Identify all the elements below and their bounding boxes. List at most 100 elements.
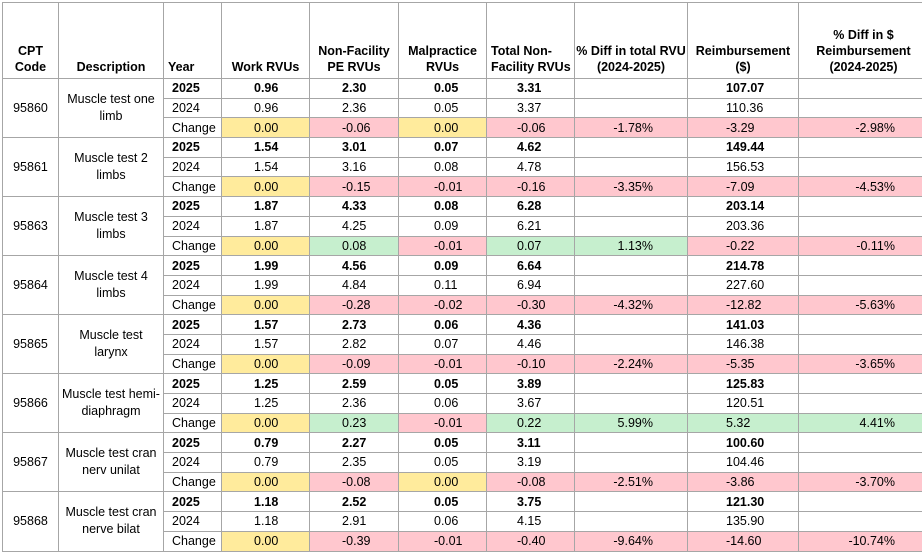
pct-diff-reimbursement-cell: -3.70% bbox=[798, 471, 922, 493]
header-row: CPT Code Description Year Work RVUs Non-… bbox=[2, 2, 922, 79]
pct-diff-reimbursement-cell bbox=[798, 78, 922, 99]
malpractice-rvus-cell: 0.11 bbox=[398, 274, 487, 296]
pct-diff-reimbursement-cell bbox=[798, 137, 922, 158]
reimbursement-cell: 214.78 bbox=[687, 255, 799, 276]
reimbursement-cell: 100.60 bbox=[687, 432, 799, 454]
reimbursement-cell: 104.46 bbox=[687, 452, 799, 473]
malpractice-rvus-cell: 0.09 bbox=[398, 255, 487, 276]
header-year: Year bbox=[163, 2, 222, 79]
year-cell: Change bbox=[163, 530, 222, 552]
malpractice-rvus-cell: 0.00 bbox=[398, 117, 487, 139]
work-rvus-cell: 1.25 bbox=[221, 373, 310, 394]
pe-rvus-cell: 2.73 bbox=[309, 314, 399, 335]
pct-diff-rvu-cell: -2.24% bbox=[574, 353, 688, 375]
malpractice-rvus-cell: 0.05 bbox=[398, 373, 487, 394]
total-rvus-cell: 4.46 bbox=[486, 333, 575, 355]
header-work-rvus: Work RVUs bbox=[221, 2, 310, 79]
table-row: Change 0.00 -0.39 -0.01 -0.40 -9.64% -14.60 -10… bbox=[3, 530, 922, 552]
header-pct-diff-reimbursement: % Diff in $ Reimbursement (2024-2025) bbox=[798, 2, 922, 79]
description-cell: Muscle test 2 limbs bbox=[58, 137, 164, 198]
reimbursement-cell: -0.22 bbox=[687, 235, 799, 257]
malpractice-rvus-cell: 0.06 bbox=[398, 314, 487, 335]
work-rvus-cell: 0.00 bbox=[221, 294, 310, 316]
reimbursement-cell: -3.86 bbox=[687, 471, 799, 493]
year-cell: Change bbox=[163, 235, 222, 257]
work-rvus-cell: 0.96 bbox=[221, 97, 310, 119]
work-rvus-cell: 1.87 bbox=[221, 215, 310, 237]
pct-diff-rvu-cell bbox=[574, 78, 688, 99]
malpractice-rvus-cell: 0.07 bbox=[398, 333, 487, 355]
reimbursement-cell: 121.30 bbox=[687, 491, 799, 513]
total-rvus-cell: 4.15 bbox=[486, 511, 575, 532]
reimbursement-cell: 227.60 bbox=[687, 274, 799, 296]
pct-diff-reimbursement-cell bbox=[798, 274, 922, 296]
malpractice-rvus-cell: 0.07 bbox=[398, 137, 487, 158]
pct-diff-reimbursement-cell bbox=[798, 97, 922, 119]
malpractice-rvus-cell: 0.05 bbox=[398, 432, 487, 454]
work-rvus-cell: 1.18 bbox=[221, 511, 310, 532]
cpt-code-cell: 95860 bbox=[2, 77, 59, 139]
year-cell: 2024 bbox=[163, 511, 222, 532]
table-row: 2024 0.79 2.35 0.05 3.19 104.46 bbox=[3, 452, 922, 473]
pct-diff-rvu-cell bbox=[574, 274, 688, 296]
work-rvus-cell: 0.00 bbox=[221, 117, 310, 139]
year-cell: 2025 bbox=[163, 137, 222, 158]
total-rvus-cell: 4.62 bbox=[486, 137, 575, 158]
work-rvus-cell: 0.00 bbox=[221, 353, 310, 375]
pct-diff-rvu-cell bbox=[574, 314, 688, 335]
table-row: 95868 Muscle test cran nerve bilat 2025 1.1… bbox=[2, 491, 922, 552]
malpractice-rvus-cell: 0.06 bbox=[398, 393, 487, 414]
pe-rvus-cell: 3.16 bbox=[309, 156, 399, 178]
table-row: Change 0.00 -0.28 -0.02 -0.30 -4.32% -12.82 -5.… bbox=[3, 294, 922, 316]
pe-rvus-cell: 2.91 bbox=[309, 511, 399, 532]
pct-diff-reimbursement-cell: -0.11% bbox=[798, 235, 922, 257]
malpractice-rvus-cell: 0.08 bbox=[398, 156, 487, 178]
pct-diff-rvu-cell bbox=[574, 373, 688, 394]
reimbursement-cell: -12.82 bbox=[687, 294, 799, 316]
pe-rvus-cell: -0.06 bbox=[309, 117, 399, 139]
malpractice-rvus-cell: -0.01 bbox=[398, 176, 487, 198]
header-total-rvus: Total Non-Facility RVUs bbox=[486, 2, 575, 79]
year-cell: 2024 bbox=[163, 156, 222, 178]
pe-rvus-cell: -0.15 bbox=[309, 176, 399, 198]
year-cell: 2025 bbox=[163, 255, 222, 276]
total-rvus-cell: 3.37 bbox=[486, 97, 575, 119]
pct-diff-reimbursement-cell bbox=[798, 196, 922, 217]
pct-diff-rvu-cell: 5.99% bbox=[574, 412, 688, 434]
reimbursement-cell: 125.83 bbox=[687, 373, 799, 394]
work-rvus-cell: 1.99 bbox=[221, 274, 310, 296]
description-cell: Muscle test larynx bbox=[58, 314, 164, 375]
total-rvus-cell: 3.67 bbox=[486, 393, 575, 414]
pct-diff-rvu-cell bbox=[574, 333, 688, 355]
total-rvus-cell: -0.16 bbox=[486, 176, 575, 198]
total-rvus-cell: 6.64 bbox=[486, 255, 575, 276]
malpractice-rvus-cell: 0.00 bbox=[398, 471, 487, 493]
total-rvus-cell: 3.75 bbox=[486, 491, 575, 513]
pe-rvus-cell: 2.30 bbox=[309, 78, 399, 99]
work-rvus-cell: 1.87 bbox=[221, 196, 310, 217]
malpractice-rvus-cell: 0.09 bbox=[398, 215, 487, 237]
table-row: 95866 Muscle test hemi-diaphragm 2025 1.25 2… bbox=[2, 373, 922, 434]
description-cell: Muscle test 3 limbs bbox=[58, 196, 164, 257]
malpractice-rvus-cell: 0.08 bbox=[398, 196, 487, 217]
work-rvus-cell: 0.00 bbox=[221, 235, 310, 257]
year-cell: 2025 bbox=[163, 491, 222, 513]
cpt-code-cell: 95865 bbox=[2, 314, 59, 375]
pct-diff-rvu-cell bbox=[574, 196, 688, 217]
pct-diff-reimbursement-cell: -10.74% bbox=[798, 530, 922, 552]
pe-rvus-cell: 2.27 bbox=[309, 432, 399, 454]
malpractice-rvus-cell: 0.05 bbox=[398, 452, 487, 473]
work-rvus-cell: 0.79 bbox=[221, 452, 310, 473]
table-row: 2024 1.54 3.16 0.08 4.78 156.53 bbox=[3, 156, 922, 178]
total-rvus-cell: 6.28 bbox=[486, 196, 575, 217]
work-rvus-cell: 1.57 bbox=[221, 314, 310, 335]
work-rvus-cell: 0.00 bbox=[221, 471, 310, 493]
total-rvus-cell: 3.89 bbox=[486, 373, 575, 394]
pct-diff-reimbursement-cell: -3.65% bbox=[798, 353, 922, 375]
pe-rvus-cell: -0.39 bbox=[309, 530, 399, 552]
year-cell: 2025 bbox=[163, 78, 222, 99]
header-description: Description bbox=[58, 2, 164, 79]
pct-diff-reimbursement-cell bbox=[798, 156, 922, 178]
total-rvus-cell: 6.21 bbox=[486, 215, 575, 237]
